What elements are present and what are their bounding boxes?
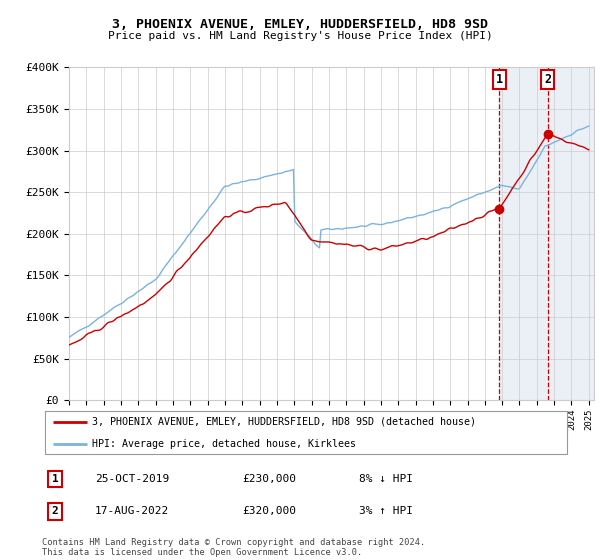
Text: 8% ↓ HPI: 8% ↓ HPI [359, 474, 413, 484]
Text: 3, PHOENIX AVENUE, EMLEY, HUDDERSFIELD, HD8 9SD (detached house): 3, PHOENIX AVENUE, EMLEY, HUDDERSFIELD, … [92, 417, 476, 427]
Text: 25-OCT-2019: 25-OCT-2019 [95, 474, 169, 484]
Text: 17-AUG-2022: 17-AUG-2022 [95, 506, 169, 516]
Bar [499, 67, 598, 400]
Text: £230,000: £230,000 [242, 474, 296, 484]
Text: 3, PHOENIX AVENUE, EMLEY, HUDDERSFIELD, HD8 9SD: 3, PHOENIX AVENUE, EMLEY, HUDDERSFIELD, … [112, 18, 488, 31]
Text: 2: 2 [52, 506, 59, 516]
Text: HPI: Average price, detached house, Kirklees: HPI: Average price, detached house, Kirk… [92, 438, 356, 449]
Text: 2: 2 [544, 73, 551, 86]
Text: 1: 1 [52, 474, 59, 484]
Text: 3% ↑ HPI: 3% ↑ HPI [359, 506, 413, 516]
Text: Price paid vs. HM Land Registry's House Price Index (HPI): Price paid vs. HM Land Registry's House … [107, 31, 493, 41]
Text: £320,000: £320,000 [242, 506, 296, 516]
Text: 1: 1 [496, 73, 503, 86]
Text: Contains HM Land Registry data © Crown copyright and database right 2024.
This d: Contains HM Land Registry data © Crown c… [42, 538, 425, 557]
FancyBboxPatch shape [44, 411, 568, 454]
